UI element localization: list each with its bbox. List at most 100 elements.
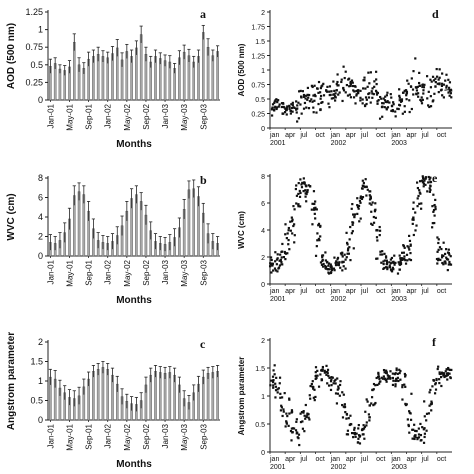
data-point xyxy=(439,258,442,261)
data-point xyxy=(329,93,332,96)
data-point xyxy=(352,96,356,99)
data-point xyxy=(421,85,424,89)
data-point xyxy=(286,414,289,418)
data-point xyxy=(299,103,302,106)
data-point xyxy=(312,385,315,389)
data-point xyxy=(407,424,410,428)
data-point xyxy=(448,253,451,256)
x-year-label: 2001 xyxy=(270,140,286,147)
data-point xyxy=(341,251,344,254)
data-point xyxy=(352,213,355,216)
data-point xyxy=(314,208,317,211)
x-tick-label: jul xyxy=(299,456,307,463)
data-point xyxy=(347,417,350,420)
data-point xyxy=(358,434,362,437)
data-point xyxy=(366,400,369,403)
data-point xyxy=(398,99,401,102)
data-point xyxy=(404,385,407,388)
data-point xyxy=(288,104,291,107)
data-point xyxy=(390,268,393,272)
data-point xyxy=(404,402,407,406)
data-point xyxy=(333,379,336,383)
data-point xyxy=(328,272,331,275)
data-point xyxy=(359,195,362,198)
data-point xyxy=(435,257,439,261)
x-year-label: 2001 xyxy=(270,296,286,303)
data-point xyxy=(312,387,315,390)
data-point xyxy=(316,369,319,372)
data-point xyxy=(378,117,382,120)
data-point xyxy=(295,194,299,197)
data-point xyxy=(372,382,376,386)
x-tick-label: jan xyxy=(269,456,279,463)
data-point xyxy=(416,438,419,441)
data-point xyxy=(431,222,434,225)
data-point xyxy=(381,250,384,253)
data-point xyxy=(316,232,319,235)
data-point xyxy=(359,201,362,204)
data-point xyxy=(313,84,316,87)
data-point xyxy=(339,380,342,383)
data-point xyxy=(348,246,351,249)
y-tick-label: 1 xyxy=(38,376,43,386)
data-point xyxy=(276,257,279,260)
data-point xyxy=(304,97,307,100)
data-point xyxy=(269,262,272,265)
data-point xyxy=(326,85,329,88)
data-point xyxy=(405,253,409,256)
data-point xyxy=(321,256,324,259)
data-point xyxy=(321,365,324,369)
data-point xyxy=(275,263,278,266)
data-point xyxy=(395,379,398,382)
data-point xyxy=(372,404,375,407)
data-point xyxy=(398,368,401,371)
data-point xyxy=(298,189,301,193)
data-point xyxy=(348,85,351,88)
data-point xyxy=(285,420,288,423)
data-point xyxy=(325,373,328,376)
x-tick-label: May-02 xyxy=(123,423,132,450)
data-point xyxy=(291,232,294,235)
data-point xyxy=(335,261,338,264)
data-point xyxy=(348,93,351,96)
data-point xyxy=(291,220,294,223)
data-point xyxy=(352,436,355,439)
data-point xyxy=(357,427,360,430)
data-point xyxy=(319,373,322,376)
data-point xyxy=(418,180,422,183)
data-point xyxy=(340,80,343,84)
data-point xyxy=(401,258,404,261)
data-point xyxy=(299,89,302,92)
data-point xyxy=(304,403,307,407)
data-point xyxy=(369,197,373,200)
data-point xyxy=(432,379,436,382)
data-point xyxy=(416,436,419,440)
data-point xyxy=(450,89,453,92)
data-point xyxy=(369,101,372,104)
data-point xyxy=(394,110,397,113)
data-point xyxy=(369,195,372,198)
data-point xyxy=(378,229,382,232)
data-point xyxy=(401,386,404,389)
data-point xyxy=(414,429,417,432)
data-point xyxy=(308,93,311,97)
data-point xyxy=(322,82,325,85)
x-tick-label: Jan-02 xyxy=(104,259,113,284)
data-point xyxy=(359,96,362,99)
data-point xyxy=(384,266,388,269)
data-point xyxy=(278,264,282,267)
x-tick-label: jan xyxy=(330,132,340,139)
data-point xyxy=(336,80,339,84)
data-point xyxy=(392,103,395,106)
data-point xyxy=(320,378,323,381)
y-axis-label: Angstrom parameter xyxy=(6,332,17,430)
data-point xyxy=(353,431,357,435)
data-point xyxy=(419,439,422,442)
x-tick-label: jan xyxy=(390,132,400,139)
data-point xyxy=(398,96,401,99)
data-point xyxy=(410,107,413,111)
data-point xyxy=(389,377,392,380)
data-point xyxy=(314,254,318,257)
data-point xyxy=(445,256,448,259)
data-point xyxy=(284,223,287,226)
